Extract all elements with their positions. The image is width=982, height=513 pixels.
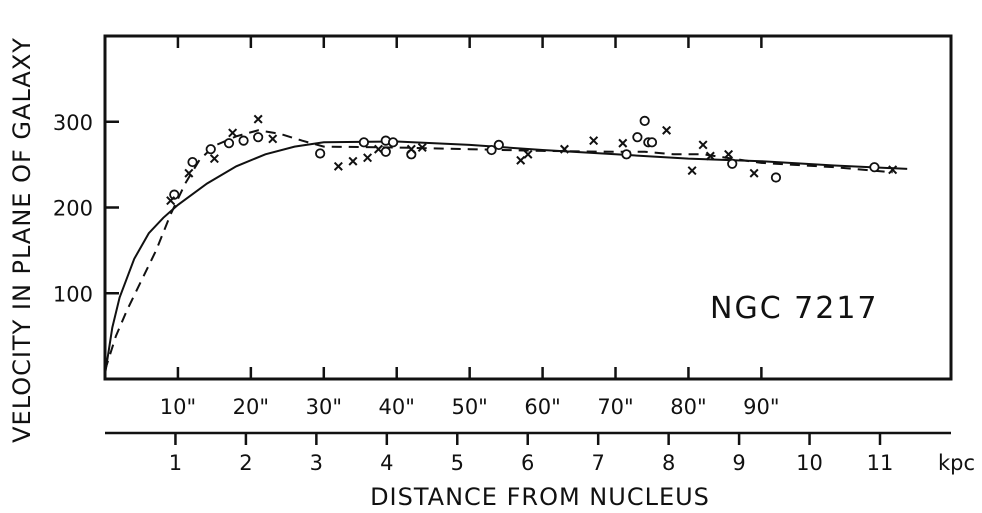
x-axis-title: DISTANCE FROM NUCLEUS xyxy=(370,483,710,511)
circle-data-point xyxy=(223,138,235,149)
chart-marks xyxy=(104,114,908,375)
cross-data-point xyxy=(406,144,416,154)
cross-data-point xyxy=(523,149,533,159)
circle-data-point xyxy=(869,162,880,173)
dashed-model-curve xyxy=(104,129,893,371)
kpc-tick-label: 9 xyxy=(732,451,745,475)
circle-data-point xyxy=(486,144,497,156)
circle-data-point xyxy=(238,135,249,146)
kpc-tick-label: 2 xyxy=(239,451,252,475)
kpc-tick-label: 3 xyxy=(310,451,323,475)
kpc-tick-label: 1 xyxy=(169,451,182,475)
circle-data-point xyxy=(205,144,216,155)
x-axis-ticks: 10" 20" 30" 40" 50" 60" 70" 80" 90" 1 2 3 4 5 6 7 8 9 10 11 xyxy=(160,36,894,475)
cross-data-point xyxy=(348,156,358,166)
cross-data-point xyxy=(333,161,343,171)
circle-data-point xyxy=(493,139,504,151)
cross-data-point xyxy=(698,140,708,150)
kpc-tick-label: 10 xyxy=(796,451,823,475)
arcsec-tick-label: 80" xyxy=(670,395,706,419)
cross-data-point xyxy=(253,114,263,124)
kpc-tick-label: 5 xyxy=(451,451,464,475)
cross-data-point xyxy=(363,153,373,163)
circle-data-point xyxy=(169,189,180,200)
cross-data-point xyxy=(705,151,715,161)
cross-data-point xyxy=(228,128,238,138)
y-tick-label: 200 xyxy=(53,197,93,221)
kpc-tick-label: 7 xyxy=(591,451,604,475)
galaxy-name-annotation: NGC 7217 xyxy=(710,291,879,326)
solid-model-curve xyxy=(104,140,908,375)
circle-data-point xyxy=(632,132,643,143)
arcsec-tick-label: 40" xyxy=(379,395,415,419)
circle-data-point xyxy=(387,137,399,148)
arcsec-tick-label: 60" xyxy=(524,395,560,419)
circle-data-point xyxy=(358,137,370,148)
circle-data-point xyxy=(646,137,658,148)
cross-data-point xyxy=(209,154,219,164)
y-tick-label: 300 xyxy=(53,111,93,135)
circle-data-point xyxy=(770,172,782,183)
cross-data-point xyxy=(687,166,697,176)
cross-data-point xyxy=(749,168,759,178)
kpc-tick-label: 8 xyxy=(662,451,675,475)
kpc-tick-label: 4 xyxy=(380,451,393,475)
cross-data-point xyxy=(559,144,569,154)
y-tick-label: 100 xyxy=(53,282,93,306)
circle-data-point xyxy=(727,158,738,169)
cross-data-point xyxy=(888,165,898,175)
arcsec-tick-label: 20" xyxy=(233,395,269,419)
kpc-tick-label: 11 xyxy=(867,451,894,475)
arcsec-tick-label: 30" xyxy=(306,395,342,419)
cross-data-point xyxy=(417,142,427,152)
arcsec-tick-label: 70" xyxy=(597,395,633,419)
y-axis-title: VELOCITY IN PLANE OF GALAXY xyxy=(8,37,36,443)
circle-data-point xyxy=(621,149,632,160)
cross-data-point xyxy=(373,144,383,154)
cross-data-point xyxy=(589,136,599,146)
cross-data-point xyxy=(516,155,526,165)
circle-data-point xyxy=(315,148,326,159)
cross-data-point xyxy=(166,196,176,206)
circle-data-point xyxy=(187,156,198,168)
kpc-tick-label: 6 xyxy=(521,451,534,475)
cross-data-point xyxy=(662,125,672,135)
cross-data-point xyxy=(618,138,628,148)
plot-frame xyxy=(103,34,953,381)
arcsec-tick-label: 10" xyxy=(160,395,196,419)
circle-data-point xyxy=(253,132,264,143)
cross-data-point xyxy=(184,168,194,178)
circle-data-point xyxy=(380,146,391,157)
y-axis-ticks: 100 200 300 xyxy=(53,111,119,306)
circle-data-point xyxy=(639,115,650,126)
arcsec-tick-label: 90" xyxy=(743,395,779,419)
arcsec-tick-label: 50" xyxy=(451,395,487,419)
cross-data-point xyxy=(724,149,734,159)
x-unit-label: kpc xyxy=(938,451,975,475)
cross-data-point xyxy=(268,134,278,144)
